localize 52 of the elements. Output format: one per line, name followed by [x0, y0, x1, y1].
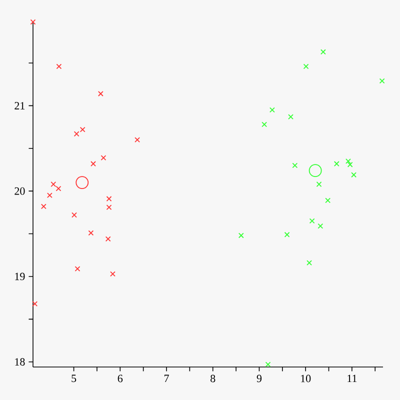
point [106, 204, 112, 210]
point [306, 260, 312, 266]
point [46, 192, 52, 198]
point [309, 218, 315, 224]
point [238, 232, 244, 238]
x-tick-label: 6 [118, 374, 123, 382]
y-tick-label: 20 [14, 187, 25, 195]
point [40, 204, 46, 210]
point [308, 164, 322, 178]
point [325, 198, 331, 204]
point [351, 172, 357, 178]
point [318, 223, 324, 229]
point [32, 301, 38, 307]
point [347, 162, 353, 168]
point [284, 232, 290, 238]
point [288, 114, 294, 120]
y-tick-label: 18 [15, 358, 25, 366]
point [303, 64, 309, 70]
point [262, 122, 268, 128]
point [90, 161, 96, 166]
point [72, 212, 77, 218]
point [76, 176, 89, 189]
point [265, 362, 271, 368]
point [56, 186, 62, 192]
point [74, 131, 80, 137]
x-tick-label: 8 [210, 374, 216, 382]
point [74, 266, 80, 272]
point [316, 182, 322, 187]
x-tick-label: 7 [164, 374, 169, 382]
point [334, 161, 340, 166]
point [269, 107, 275, 113]
point [110, 271, 116, 277]
point [106, 196, 112, 202]
point [134, 137, 140, 143]
x-tick-label: 5 [72, 374, 76, 382]
point [292, 162, 298, 168]
x-tick-label: 11 [348, 374, 357, 382]
point [56, 64, 62, 70]
point [50, 182, 56, 187]
y-tick-label: 21 [14, 102, 25, 110]
y-tick-label: 19 [15, 272, 25, 280]
point [100, 155, 106, 160]
point [98, 91, 104, 96]
point [320, 49, 326, 55]
point [379, 78, 385, 84]
point [80, 126, 86, 132]
x-tick-label: 9 [256, 374, 262, 382]
point [105, 236, 111, 242]
point [88, 230, 94, 236]
point [30, 19, 36, 25]
x-tick-label: 10 [301, 374, 311, 382]
point [346, 158, 351, 164]
